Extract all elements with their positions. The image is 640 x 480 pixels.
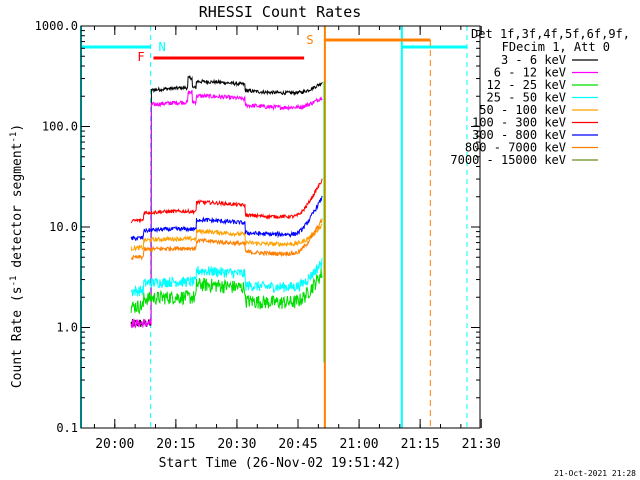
legend-label: 6 - 12 keV	[494, 66, 566, 80]
y-tick-label: 1.0	[56, 321, 78, 335]
legend-header-2: FDecim 1, Att 0	[502, 40, 610, 54]
flag-lines: NF S	[80, 26, 468, 428]
saa-flag-label: S	[306, 33, 313, 47]
legend-label: 300 - 800 keV	[472, 128, 566, 142]
legend-header-1: Det 1f,3f,4f,5f,6f,9f,	[471, 27, 630, 41]
legend-label: 12 - 25 keV	[487, 78, 566, 92]
series-line-3	[130, 257, 323, 297]
x-tick-label: 20:00	[95, 437, 134, 452]
x-axis-label: Start Time (26-Nov-02 19:51:42)	[159, 456, 402, 471]
series-group	[130, 75, 325, 363]
series-line-5	[130, 178, 323, 224]
series-line-1	[130, 89, 323, 329]
x-tick-label: 20:30	[217, 437, 256, 452]
legend-label: 800 - 7000 keV	[465, 141, 566, 155]
series-line-0	[130, 75, 323, 327]
flare-flag-label: F	[137, 50, 144, 64]
legend-label: 7000 - 15000 keV	[450, 153, 566, 167]
y-tick-label: 10.0	[49, 220, 78, 234]
x-tick-label: 20:15	[156, 437, 195, 452]
plot-border	[80, 25, 481, 429]
chart-title: RHESSI Count Rates	[199, 3, 362, 21]
legend: Det 1f,3f,4f,5f,6f,9f, FDecim 1, Att 0 3…	[450, 27, 630, 167]
plot-frame	[80, 25, 481, 429]
y-tick-label: 100.0	[42, 120, 78, 134]
legend-label: 100 - 300 keV	[472, 116, 566, 130]
legend-label: 50 - 100 keV	[479, 103, 566, 117]
x-tick-label: 20:45	[278, 437, 317, 452]
y-axis-label: Count Rate (s-1 detector segment-1)	[9, 124, 25, 388]
tick-group: 0.1 1.0 10.0 100.0 1000.0 20:00 20:15 20:30 20:4…	[35, 19, 501, 452]
legend-label: 25 - 50 keV	[487, 91, 566, 105]
x-tick-label: 21:30	[462, 437, 501, 452]
y-tick-label: 0.1	[56, 421, 78, 435]
y-tick-label: 1000.0	[35, 19, 78, 33]
x-tick-label: 21:15	[401, 437, 440, 452]
series-line-4	[130, 223, 323, 252]
footer-timestamp: 21-Oct-2021 21:28	[554, 469, 636, 478]
x-tick-label: 21:00	[340, 437, 379, 452]
series-line-7	[130, 218, 323, 261]
series-line-2	[130, 268, 323, 315]
legend-label: 3 - 6 keV	[501, 53, 566, 67]
night-flag-label: N	[158, 40, 165, 54]
series-line-6	[130, 195, 323, 241]
